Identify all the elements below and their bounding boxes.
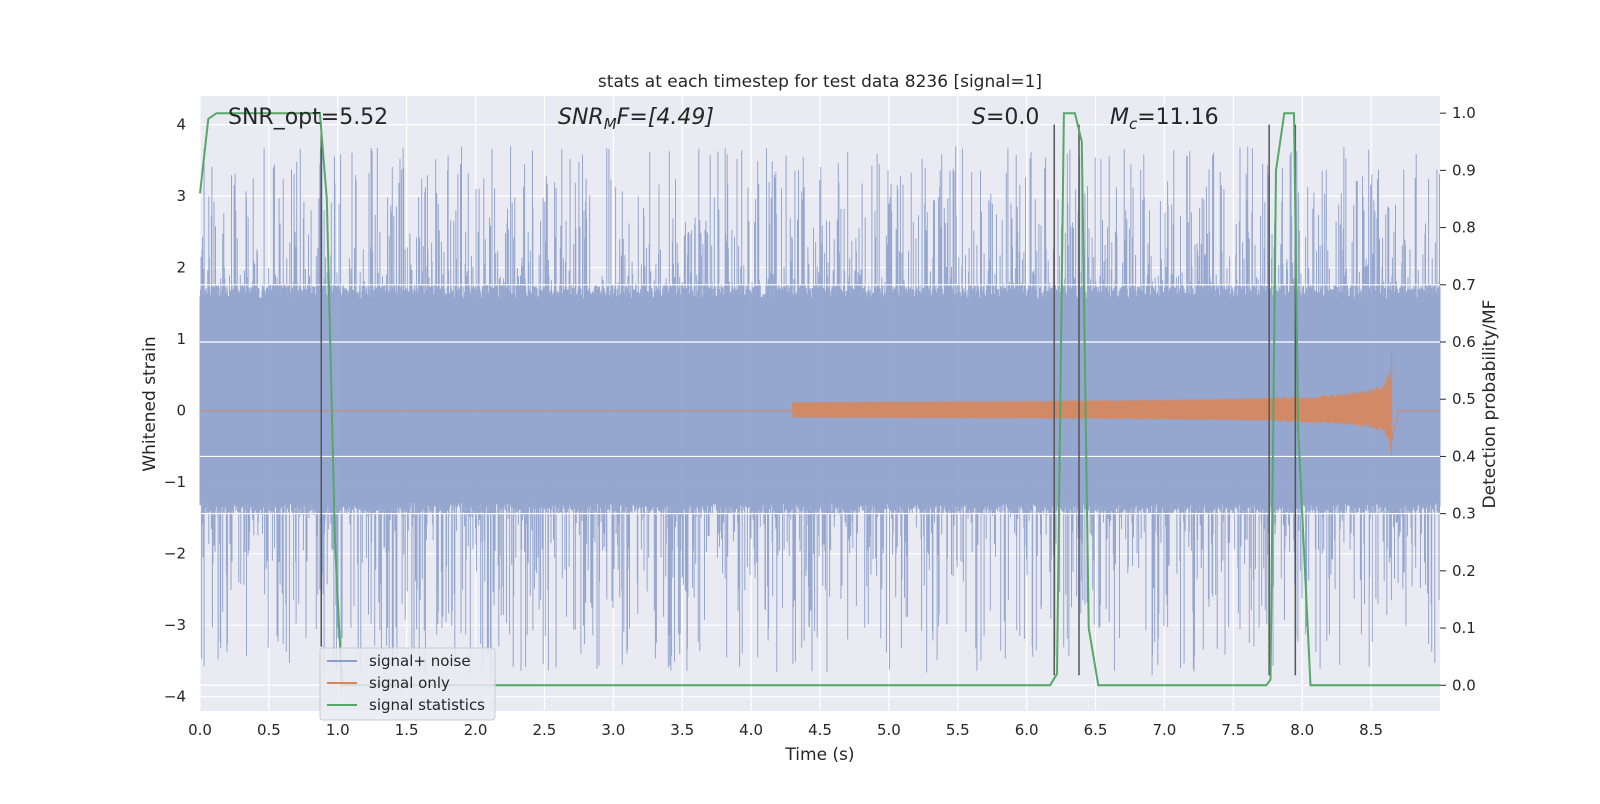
x-tick-label: 1.5 <box>395 721 419 739</box>
y-tick-label-right: 1.0 <box>1452 104 1476 122</box>
s-annotation: S=0.0 <box>972 105 1039 130</box>
snr-opt-annotation: SNR_opt=5.52 <box>228 105 388 130</box>
y-tick-label-left: −2 <box>164 545 186 563</box>
legend-box <box>319 647 496 721</box>
y-axis-left: 4 3 2 1 0 −1 −2 −3 −4 <box>164 116 186 706</box>
x-tick-label: 3.5 <box>670 721 694 739</box>
legend-label-signal: signal only <box>369 674 450 692</box>
y-tick-label-right: 0.4 <box>1452 447 1476 465</box>
mc-annotation: Mc=11.16 <box>1110 105 1219 133</box>
y-tick-label-right: 0.9 <box>1452 161 1476 179</box>
y-axis-right: 1.0 0.9 0.8 0.7 0.6 0.5 0.4 0.3 0.2 0.1 0.0 <box>1440 104 1476 694</box>
y-tick-label-left: 2 <box>176 259 186 277</box>
chirp-trace <box>200 350 1440 456</box>
x-axis-label: Time (s) <box>784 745 854 765</box>
x-tick-label: 8.5 <box>1359 721 1383 739</box>
y-tick-label-right: 0.7 <box>1452 276 1476 294</box>
y-tick-label-right: 0.2 <box>1452 562 1476 580</box>
y-tick-label-left: −4 <box>164 688 186 706</box>
y-tick-label-left: 4 <box>176 116 186 134</box>
legend-label-noise: signal+ noise <box>369 652 471 670</box>
legend: signal+ noise signal only signal statist… <box>319 647 496 721</box>
x-tick-label: 3.0 <box>601 721 625 739</box>
legend-label-statistics: signal statistics <box>369 696 485 714</box>
x-tick-label: 7.5 <box>1221 721 1245 739</box>
x-tick-label: 5.0 <box>877 721 901 739</box>
x-tick-label: 6.5 <box>1084 721 1108 739</box>
y-tick-label-left: −1 <box>164 473 186 491</box>
x-tick-label: 7.0 <box>1153 721 1177 739</box>
y-axis-label-left: Whitened strain <box>140 336 160 471</box>
statistics-line <box>199 112 1440 687</box>
y-tick-label-right: 0.1 <box>1452 619 1476 637</box>
y-tick-label-right: 0.0 <box>1452 676 1476 694</box>
signal-only-series <box>200 350 1440 456</box>
x-tick-label: 0.5 <box>257 721 281 739</box>
chart-title: stats at each timestep for test data 823… <box>598 72 1042 92</box>
signal-statistics-series <box>199 112 1440 687</box>
x-tick-label: 0.0 <box>188 721 212 739</box>
x-tick-label: 2.0 <box>464 721 488 739</box>
x-tick-label: 5.5 <box>946 721 970 739</box>
y-tick-label-right: 0.6 <box>1452 333 1476 351</box>
x-tick-label: 1.0 <box>326 721 350 739</box>
x-tick-label: 4.5 <box>808 721 832 739</box>
y-axis-label-right: Detection probability/MF <box>1480 300 1500 509</box>
x-tick-label: 4.0 <box>739 721 763 739</box>
y-tick-label-right: 0.5 <box>1452 390 1476 408</box>
snr-mf-annotation: SNRMF=[4.49] <box>558 105 714 133</box>
x-tick-label: 2.5 <box>533 721 557 739</box>
x-axis: 0.0 0.5 1.0 1.5 2.0 2.5 3.0 3.5 4.0 4.5 5.0 5.5 6.0 6… <box>188 721 1383 739</box>
y-tick-label-left: 0 <box>176 402 186 420</box>
y-tick-label-left: 3 <box>176 187 186 205</box>
x-tick-label: 8.0 <box>1290 721 1314 739</box>
y-tick-label-right: 0.8 <box>1452 219 1476 237</box>
y-tick-label-left: 1 <box>176 330 186 348</box>
x-tick-label: 6.0 <box>1015 721 1039 739</box>
y-tick-label-right: 0.3 <box>1452 505 1476 523</box>
y-tick-label-left: −3 <box>164 616 186 634</box>
